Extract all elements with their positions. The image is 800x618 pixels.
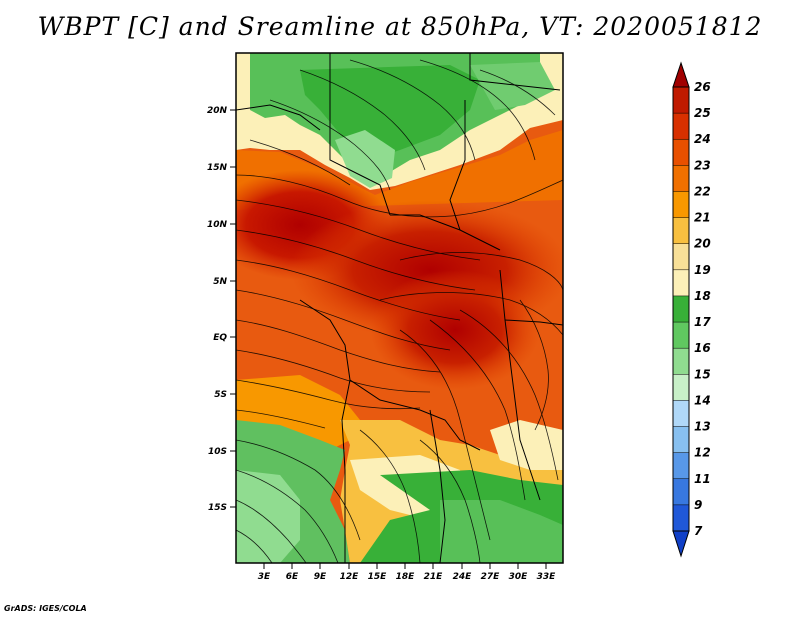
colorbar-segment: [672, 478, 690, 506]
colorbar-segment: [672, 243, 690, 271]
latitude-labels: 20N 15N 10N 5N EQ 5S 10S 15S: [207, 106, 228, 513]
colorbar-segment: [672, 191, 690, 219]
colorbar-segment: [672, 374, 690, 402]
colorbar-label: 11: [694, 472, 711, 486]
lat-label-5n: 5N: [213, 277, 227, 287]
colorbar-label: 15: [694, 367, 711, 381]
lon-label-6e: 6E: [286, 572, 299, 582]
colorbar-label: 20: [694, 237, 711, 251]
colorbar-segment: [672, 138, 690, 167]
colorbar-label: 23: [694, 158, 711, 172]
colorbar-label: 24: [694, 132, 711, 146]
lat-label-20n: 20N: [207, 106, 228, 116]
colorbar-segment: [672, 504, 690, 532]
colorbar-segments: [672, 86, 690, 532]
colorbar-label: 7: [694, 524, 703, 538]
colorbar-segment: [672, 426, 690, 454]
lon-label-24e: 24E: [453, 572, 473, 582]
colorbar-label: 22: [694, 184, 711, 198]
colorbar-segment: [672, 86, 690, 114]
lat-label-15n: 15N: [207, 163, 228, 173]
lon-label-27e: 27E: [481, 572, 501, 582]
colorbar-segment: [672, 452, 690, 480]
lon-label-18e: 18E: [396, 572, 416, 582]
colorbar-segment: [672, 400, 690, 428]
lon-label-15e: 15E: [368, 572, 388, 582]
colorbar-segment: [672, 347, 690, 376]
colorbar-label: 18: [694, 289, 711, 303]
colorbar-label: 17: [694, 315, 711, 329]
country-borders: [236, 53, 563, 563]
lat-label-10n: 10N: [207, 220, 228, 230]
streamlines: [236, 59, 563, 563]
colorbar-labels: 26 25 24 23 22 21 20 19 18 17 16 15 14 13 12 11 9 7: [694, 80, 711, 538]
lon-label-33e: 33E: [537, 572, 557, 582]
colorbar-segment: [672, 112, 690, 140]
colorbar-segment: [672, 269, 690, 297]
colorbar-segment: [672, 165, 690, 193]
map-title: WBPT [C] and Sreamline at 850hPa, VT: 20…: [37, 12, 763, 41]
temperature-field: [236, 53, 563, 563]
map-frame: [235, 52, 564, 564]
colorbar-label: 14: [694, 393, 711, 407]
colorbar-segment: [672, 295, 690, 323]
colorbar-label: 9: [694, 498, 702, 512]
colorbar-label: 13: [694, 420, 711, 434]
latitude-axis: [230, 109, 236, 508]
lon-label-12e: 12E: [340, 572, 360, 582]
colorbar-label: 12: [694, 446, 711, 460]
colorbar: 26 25 24 23 22 21 20 19 18 17 16 15 14 13 12 11 9 7: [672, 61, 711, 558]
colorbar-label: 26: [694, 80, 711, 94]
lat-label-eq: EQ: [213, 333, 227, 343]
lon-label-9e: 9E: [314, 572, 327, 582]
colorbar-top-arrow: [672, 61, 690, 88]
lon-label-3e: 3E: [258, 572, 271, 582]
longitude-labels: 3E 6E 9E 12E 15E 18E 21E 24E 27E 30E 33E: [258, 572, 556, 582]
lon-label-30e: 30E: [509, 572, 529, 582]
colorbar-frame: [672, 86, 690, 532]
lat-label-15s: 15S: [208, 503, 227, 513]
colorbar-segment: [672, 217, 690, 245]
colorbar-label: 19: [694, 263, 711, 277]
colorbar-label: 25: [694, 106, 711, 120]
lat-label-10s: 10S: [208, 447, 227, 457]
longitude-axis: [263, 563, 547, 569]
colorbar-label: 16: [694, 341, 711, 355]
credit-label: GrADS: IGES/COLA: [4, 604, 87, 613]
colorbar-bottom-arrow: [672, 530, 690, 558]
lat-label-5s: 5S: [214, 390, 227, 400]
lon-label-21e: 21E: [424, 572, 444, 582]
colorbar-segment: [672, 321, 690, 349]
colorbar-label: 21: [694, 211, 711, 225]
